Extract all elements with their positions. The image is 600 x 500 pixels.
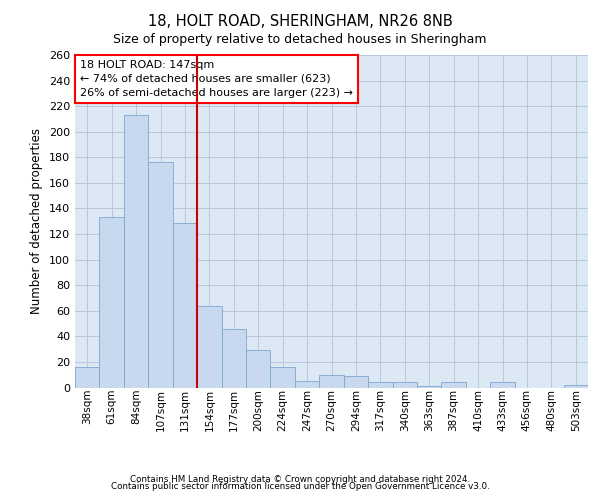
Text: Contains public sector information licensed under the Open Government Licence v3: Contains public sector information licen… — [110, 482, 490, 491]
Bar — [417, 386, 442, 388]
Bar — [563, 385, 588, 388]
Text: 18, HOLT ROAD, SHERINGHAM, NR26 8NB: 18, HOLT ROAD, SHERINGHAM, NR26 8NB — [148, 14, 452, 29]
Bar — [368, 382, 392, 388]
Bar — [75, 367, 100, 388]
Bar — [271, 367, 295, 388]
Bar — [100, 218, 124, 388]
Y-axis label: Number of detached properties: Number of detached properties — [31, 128, 43, 314]
Text: Contains HM Land Registry data © Crown copyright and database right 2024.: Contains HM Land Registry data © Crown c… — [130, 474, 470, 484]
Bar — [246, 350, 271, 388]
Bar — [490, 382, 515, 388]
Bar — [173, 222, 197, 388]
Bar — [392, 382, 417, 388]
Bar — [124, 115, 148, 388]
Bar — [295, 381, 319, 388]
Bar — [344, 376, 368, 388]
Text: Size of property relative to detached houses in Sheringham: Size of property relative to detached ho… — [113, 32, 487, 46]
Bar — [148, 162, 173, 388]
Bar — [197, 306, 221, 388]
Bar — [221, 328, 246, 388]
Bar — [319, 374, 344, 388]
Text: 18 HOLT ROAD: 147sqm
← 74% of detached houses are smaller (623)
26% of semi-deta: 18 HOLT ROAD: 147sqm ← 74% of detached h… — [80, 60, 353, 98]
Bar — [442, 382, 466, 388]
